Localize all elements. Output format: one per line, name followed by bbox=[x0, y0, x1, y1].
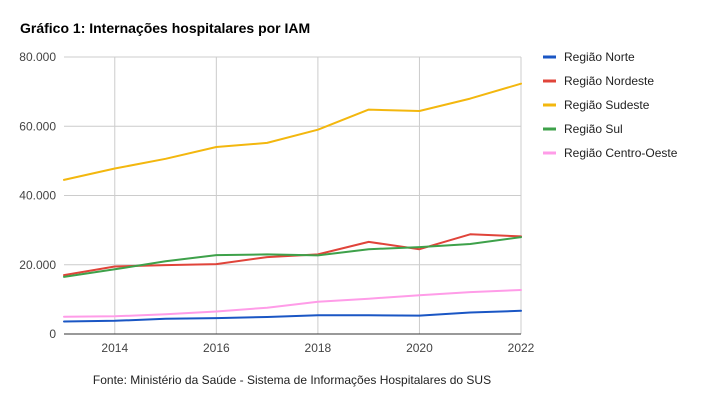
series-line-regi-o-norte bbox=[63, 309, 522, 323]
legend-entry-label: Região Norte bbox=[564, 50, 635, 64]
y-tick-label: 20.000 bbox=[19, 258, 56, 272]
x-tick-label: 2018 bbox=[305, 341, 332, 355]
series-lines bbox=[63, 82, 522, 323]
series-line-regi-o-sudeste bbox=[63, 82, 522, 181]
y-tick-label: 80.000 bbox=[19, 50, 56, 64]
legend: Região Norte Região Nordeste Região Sudest… bbox=[543, 50, 678, 160]
series-line-regi-o-sul bbox=[63, 236, 522, 278]
legend-entry-label: Região Centro-Oeste bbox=[564, 146, 678, 160]
y-tick-label: 40.000 bbox=[19, 189, 56, 203]
x-tick-label: 2014 bbox=[101, 341, 128, 355]
tick-labels: 0 20.000 40.000 60.000 80.000 2014 2016 2018 202… bbox=[19, 50, 534, 355]
chart-source: Fonte: Ministério da Saúde - Sistema de … bbox=[92, 373, 492, 387]
x-tick-label: 2022 bbox=[508, 341, 535, 355]
chart-title: Gráfico 1: Internações hospitalares por … bbox=[20, 20, 311, 36]
series-line-regi-o-centro-oeste bbox=[63, 289, 522, 318]
legend-entry-label: Região Sudeste bbox=[564, 98, 650, 112]
legend-entry-label: Região Nordeste bbox=[564, 74, 654, 88]
y-tick-label: 0 bbox=[49, 327, 56, 341]
legend-entry-label: Região Sul bbox=[564, 122, 623, 136]
y-tick-label: 60.000 bbox=[19, 119, 56, 133]
x-tick-label: 2020 bbox=[406, 341, 433, 355]
gridlines bbox=[64, 56, 522, 334]
x-tick-label: 2016 bbox=[203, 341, 230, 355]
